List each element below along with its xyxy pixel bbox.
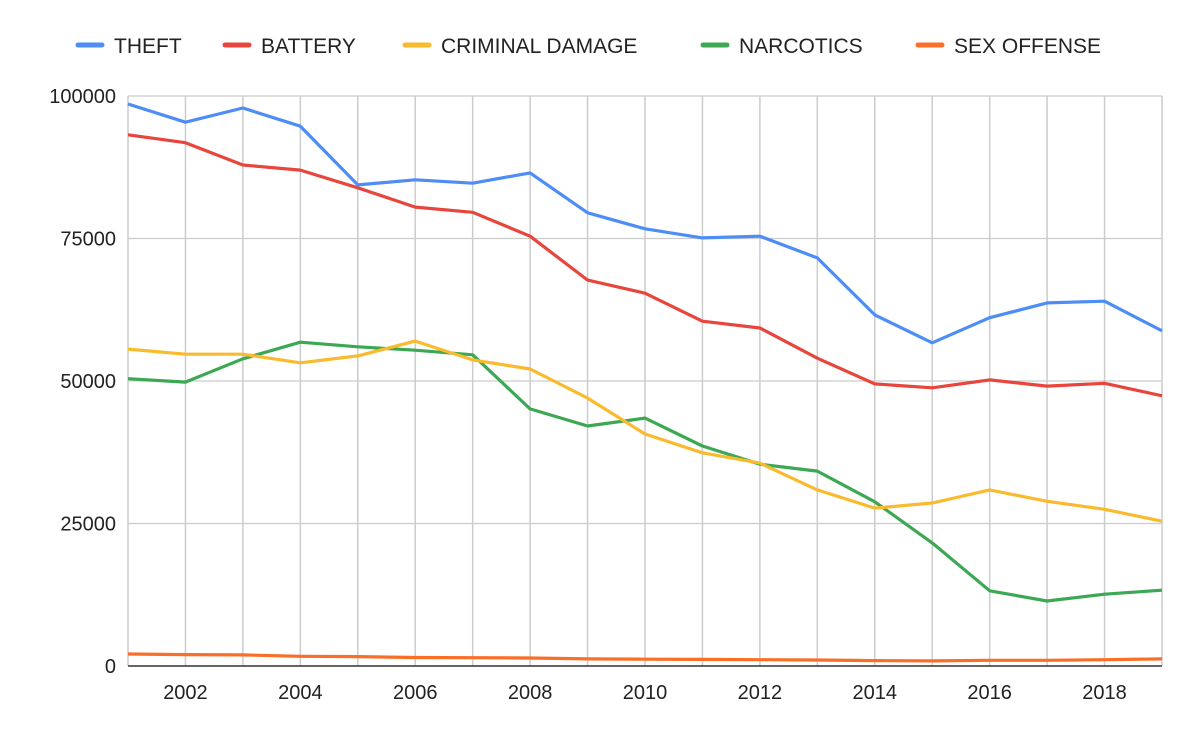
x-tick-label: 2004 (278, 682, 323, 704)
legend-item-narcotics[interactable]: NARCOTICS (700, 35, 863, 58)
y-tick-label: 50000 (60, 371, 116, 393)
x-tick-label: 2010 (623, 682, 668, 704)
y-tick-label: 100000 (49, 86, 116, 108)
legend-label: BATTERY (261, 35, 356, 58)
legend-item-sex-offense[interactable]: SEX OFFENSE (915, 35, 1101, 58)
y-tick-label: 25000 (60, 514, 116, 536)
legend-label: CRIMINAL DAMAGE (441, 35, 637, 58)
legend-label: THEFT (114, 35, 182, 58)
y-tick-label: 75000 (60, 229, 116, 251)
series-line-narcotics (127, 340, 1163, 603)
x-axis-ticks: 2002 2004 2006 2008 2010 2012 2014 2016 2018 (163, 682, 1127, 704)
series-line-battery (127, 133, 1163, 398)
x-tick-label: 2002 (163, 682, 208, 704)
y-tick-label: 0 (105, 656, 116, 678)
series-line-sex-offense (127, 652, 1163, 663)
x-tick-label: 2012 (738, 682, 783, 704)
x-tick-label: 2018 (1082, 682, 1127, 704)
x-tick-label: 2014 (853, 682, 898, 704)
y-axis-ticks: 0 25000 50000 75000 100000 (49, 86, 116, 678)
legend-label: SEX OFFENSE (954, 35, 1101, 58)
legend: THEFT BATTERY CRIMINAL DAMAGE NARCOTICS SEX … (75, 35, 1101, 58)
x-tick-label: 2016 (967, 682, 1012, 704)
legend-item-criminal-damage[interactable]: CRIMINAL DAMAGE (402, 35, 637, 58)
legend-item-battery[interactable]: BATTERY (222, 35, 356, 58)
series-lines (127, 102, 1163, 663)
series-line-theft (127, 102, 1163, 345)
series-line-criminal-damage (127, 339, 1163, 523)
legend-label: NARCOTICS (739, 35, 863, 58)
legend-item-theft[interactable]: THEFT (75, 35, 182, 58)
x-tick-label: 2006 (393, 682, 438, 704)
x-tick-label: 2008 (508, 682, 553, 704)
